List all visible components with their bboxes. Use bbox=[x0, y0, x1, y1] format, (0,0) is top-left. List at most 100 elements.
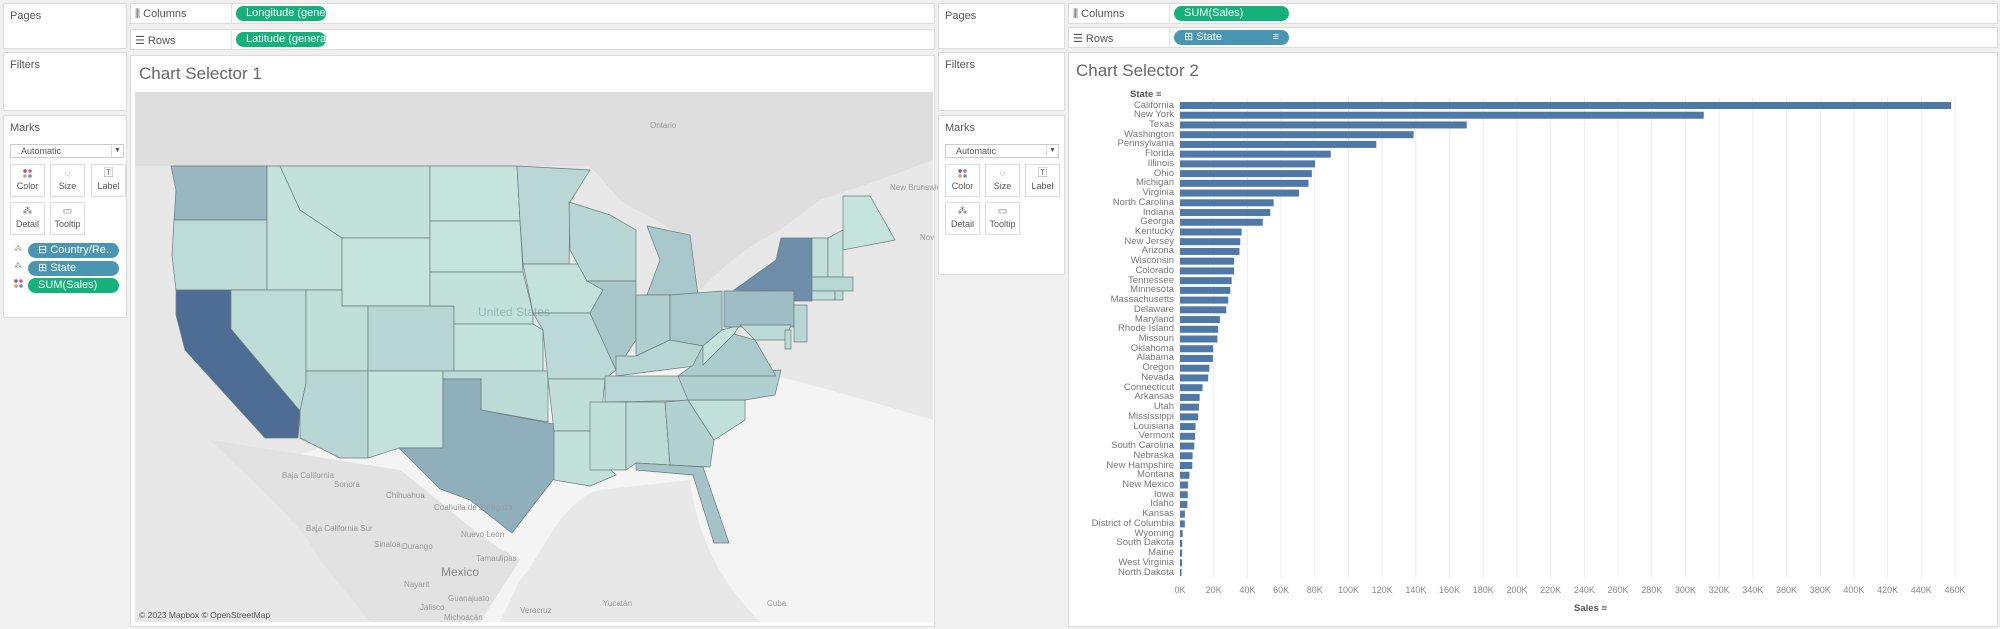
category-label[interactable]: Missouri bbox=[1138, 333, 1174, 345]
label-button-2[interactable]: 🅃 Label bbox=[1025, 164, 1060, 197]
longitude-pill[interactable]: Longitude (generate.. bbox=[236, 6, 326, 21]
size-button[interactable]: ◌ Size bbox=[50, 164, 85, 197]
bar[interactable] bbox=[1180, 199, 1274, 207]
category-label[interactable]: Utah bbox=[1153, 401, 1174, 413]
category-label[interactable]: Kansas bbox=[1142, 508, 1174, 520]
label-button[interactable]: 🅃 Label bbox=[91, 164, 126, 197]
state-shape-florida[interactable] bbox=[635, 462, 730, 544]
category-label[interactable]: Idaho bbox=[1150, 498, 1174, 510]
bar[interactable] bbox=[1180, 218, 1263, 226]
state-shape-delaware[interactable] bbox=[784, 329, 792, 350]
filters-card-2[interactable]: Filters bbox=[938, 52, 1065, 111]
columns-shelf[interactable]: ⫼ Columns Longitude (generate.. bbox=[130, 3, 935, 24]
state-shape-rhode-island[interactable] bbox=[834, 290, 844, 301]
bar[interactable] bbox=[1180, 296, 1229, 304]
bar[interactable] bbox=[1180, 325, 1219, 333]
bar[interactable] bbox=[1180, 238, 1241, 246]
category-label[interactable]: Alabama bbox=[1136, 352, 1175, 364]
bar[interactable] bbox=[1180, 170, 1312, 178]
category-label[interactable]: Wyoming bbox=[1134, 527, 1174, 539]
category-label[interactable]: Mississippi bbox=[1128, 410, 1174, 422]
category-label[interactable]: Delaware bbox=[1133, 303, 1174, 315]
state-shape-georgia[interactable] bbox=[664, 399, 715, 468]
category-label[interactable]: Nevada bbox=[1141, 371, 1174, 383]
tooltip-button-2[interactable]: ▭ Tooltip bbox=[985, 202, 1020, 235]
bar[interactable] bbox=[1180, 442, 1195, 450]
bar[interactable] bbox=[1180, 277, 1232, 285]
bar[interactable] bbox=[1180, 228, 1242, 236]
rows-shelf[interactable]: ☰ Rows Latitude (generated) bbox=[130, 29, 935, 50]
category-label[interactable]: Michigan bbox=[1135, 177, 1174, 189]
bar[interactable] bbox=[1180, 179, 1309, 187]
bar[interactable] bbox=[1180, 209, 1271, 217]
category-label[interactable]: North Carolina bbox=[1112, 196, 1174, 208]
state-row-pill[interactable]: ⊞ State ≡ bbox=[1174, 30, 1289, 45]
category-label[interactable]: Rhode Island bbox=[1118, 323, 1174, 335]
category-label[interactable]: South Carolina bbox=[1111, 440, 1174, 452]
category-label[interactable]: Maryland bbox=[1134, 313, 1174, 325]
bar[interactable] bbox=[1180, 510, 1185, 518]
category-label[interactable]: Minnesota bbox=[1130, 284, 1174, 296]
bar[interactable] bbox=[1180, 569, 1182, 577]
bar[interactable] bbox=[1180, 393, 1200, 401]
bar[interactable] bbox=[1180, 559, 1183, 567]
bar[interactable] bbox=[1180, 140, 1377, 148]
bar[interactable] bbox=[1180, 462, 1193, 470]
category-label[interactable]: Florida bbox=[1144, 148, 1174, 160]
category-label[interactable]: Louisiana bbox=[1133, 420, 1174, 432]
category-label[interactable]: Montana bbox=[1137, 469, 1174, 481]
category-label[interactable]: Illinois bbox=[1147, 157, 1174, 169]
category-label[interactable]: Arizona bbox=[1141, 245, 1174, 257]
bar[interactable] bbox=[1180, 549, 1183, 557]
bar[interactable] bbox=[1180, 257, 1235, 265]
category-label[interactable]: New Mexico bbox=[1122, 478, 1174, 490]
size-button-2[interactable]: ◌ Size bbox=[985, 164, 1020, 197]
color-button-2[interactable]: Color bbox=[945, 164, 980, 197]
sum-sales-pill[interactable]: SUM(Sales) bbox=[28, 278, 119, 293]
category-label[interactable]: Massachusetts bbox=[1110, 294, 1174, 306]
state-shape-maine[interactable] bbox=[842, 195, 896, 251]
bar[interactable] bbox=[1180, 530, 1183, 538]
bar[interactable] bbox=[1180, 403, 1199, 411]
category-label[interactable]: Connecticut bbox=[1123, 381, 1174, 393]
category-label[interactable]: Arkansas bbox=[1134, 391, 1174, 403]
bar[interactable] bbox=[1180, 520, 1185, 528]
bar[interactable] bbox=[1180, 111, 1704, 119]
pages-card-2[interactable]: Pages bbox=[938, 3, 1065, 49]
tooltip-button[interactable]: ▭ Tooltip bbox=[50, 202, 85, 235]
bar[interactable] bbox=[1180, 354, 1213, 362]
state-shape-new-jersey[interactable] bbox=[793, 304, 808, 343]
bar[interactable] bbox=[1180, 267, 1235, 275]
bar[interactable] bbox=[1180, 364, 1210, 372]
state-shape-west-virginia[interactable] bbox=[702, 324, 741, 366]
state-pill[interactable]: ⊞ State bbox=[28, 261, 119, 276]
state-shape-kansas[interactable] bbox=[453, 323, 544, 372]
latitude-pill[interactable]: Latitude (generated) bbox=[236, 32, 326, 47]
category-label[interactable]: Indiana bbox=[1142, 206, 1174, 218]
bar[interactable] bbox=[1180, 384, 1203, 392]
sort-icon[interactable]: ≡ bbox=[1601, 603, 1608, 614]
row-header[interactable]: State ≡ bbox=[1130, 89, 1161, 100]
category-label[interactable]: Iowa bbox=[1153, 488, 1174, 500]
category-label[interactable]: District of Columbia bbox=[1091, 517, 1174, 529]
rows-shelf-2[interactable]: ☰ Rows ⊞ State ≡ bbox=[1068, 27, 1998, 48]
category-label[interactable]: New Hampshire bbox=[1106, 459, 1174, 471]
state-shape-texas[interactable] bbox=[398, 378, 560, 534]
category-label[interactable]: Vermont bbox=[1138, 430, 1174, 442]
bar[interactable] bbox=[1180, 160, 1316, 168]
map-attribution[interactable]: © 2023 Mapbox © OpenStreetMap bbox=[139, 610, 270, 620]
bar[interactable] bbox=[1180, 189, 1300, 197]
bar[interactable] bbox=[1180, 481, 1189, 489]
category-label[interactable]: South Dakota bbox=[1116, 537, 1174, 549]
category-label[interactable]: North Dakota bbox=[1118, 566, 1174, 578]
category-label[interactable]: Wisconsin bbox=[1130, 255, 1174, 267]
sort-icon[interactable]: ≡ bbox=[1155, 89, 1162, 100]
mark-type-dropdown[interactable]: Automatic ▼ bbox=[10, 144, 124, 158]
bar[interactable] bbox=[1180, 286, 1231, 294]
filters-card[interactable]: Filters bbox=[3, 52, 127, 111]
category-label[interactable]: Oregon bbox=[1142, 362, 1174, 374]
category-label[interactable]: Kentucky bbox=[1134, 225, 1174, 237]
pages-card[interactable]: Pages bbox=[3, 3, 127, 49]
